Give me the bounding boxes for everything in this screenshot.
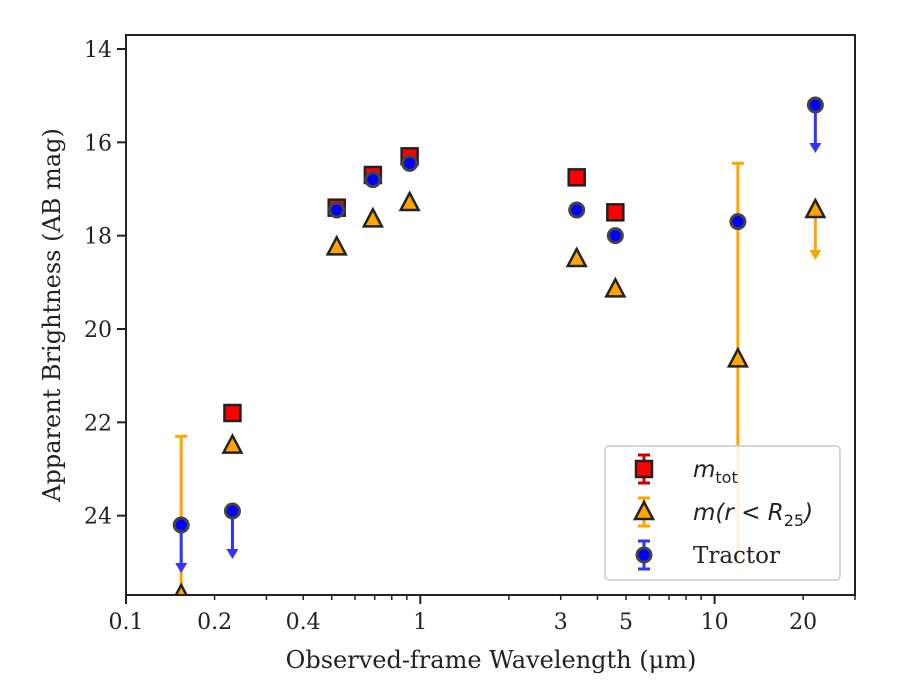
y-tick-label: 20: [84, 318, 112, 343]
legend-entry-triangle: m(r < R25): [632, 496, 813, 530]
legend-label-tail: ): [802, 500, 813, 526]
circle-point-5-marker: [568, 201, 586, 219]
legend-marker: [634, 459, 654, 479]
series-circle: [172, 96, 824, 573]
legend-box: [604, 445, 841, 581]
legend-marker: [635, 546, 653, 564]
legend-label-sub: tot: [715, 468, 737, 487]
circle-point-4-marker: [401, 154, 419, 172]
circle-point-7-marker: [729, 213, 747, 231]
triangle-point-3-marker: [361, 206, 384, 228]
legend-label-base: m: [693, 457, 715, 483]
circle-point-8-limit-arrow-head: [809, 143, 822, 153]
x-tick-label: 5: [619, 610, 633, 635]
legend-label-sub: 25: [784, 511, 804, 530]
plot-layer: [172, 96, 827, 595]
legend-entry-circle: Tractor: [635, 539, 780, 571]
legend-label: Tractor: [693, 543, 780, 569]
x-tick-label: 10: [701, 610, 729, 635]
triangle-point-1-marker: [221, 432, 244, 454]
y-axis-title: Apparent Brightness (AB mag): [38, 128, 66, 503]
axes-layer: 0.1 0.2 0.4 1 3 5 10 20 14 16 18 20 22 24: [84, 34, 856, 635]
square-point-4-marker: [567, 168, 586, 187]
circle-point-3-marker: [364, 171, 382, 189]
y-tick-label: 16: [84, 131, 112, 156]
circle-point-6-marker: [606, 227, 624, 245]
legend: mtot m(r < R25) Tractor: [604, 445, 841, 581]
x-tick-label: 1: [413, 610, 427, 635]
triangle-point-8-marker: [804, 197, 827, 219]
x-axis-title: Observed-frame Wavelength (μm): [286, 646, 697, 674]
plot-area: [172, 96, 827, 595]
square-point-5-marker: [606, 203, 625, 222]
triangle-point-7-marker: [726, 346, 749, 368]
plot-frame: [125, 34, 856, 596]
x-tick-label: 0.4: [286, 610, 321, 635]
circle-point-0-marker: [172, 516, 190, 534]
series-triangle: [174, 161, 827, 595]
y-tick-label: 18: [84, 225, 112, 250]
x-tick-label: 20: [789, 610, 817, 635]
x-tick-label: 0.2: [197, 610, 232, 635]
square-point-0-marker: [223, 403, 242, 423]
circle-point-8-marker: [806, 96, 824, 114]
x-tick-label: 0.1: [109, 610, 144, 635]
triangle-point-6-marker: [604, 276, 627, 298]
legend-label-base: m(r < R: [693, 500, 784, 526]
triangle-point-8-limit-arrow-head: [809, 250, 822, 260]
y-tick-label: 22: [84, 411, 112, 436]
circle-point-1-marker: [223, 502, 241, 520]
legend-marker: [632, 499, 656, 521]
circle-point-0-limit-arrow-head: [175, 563, 188, 573]
series-square: [223, 147, 625, 423]
y-tick-label: 14: [84, 38, 112, 63]
triangle-point-2-marker: [325, 234, 348, 256]
x-tick-label: 3: [554, 610, 568, 635]
legend-entry-square: mtot: [634, 453, 738, 487]
legend-label: m(r < R25): [693, 500, 813, 530]
triangle-point-4-marker: [398, 190, 421, 212]
circle-point-1-limit-arrow-head: [226, 549, 239, 559]
y-tick-label: 24: [84, 505, 112, 530]
triangle-point-5-marker: [565, 246, 588, 268]
circle-point-2-marker: [328, 201, 346, 219]
legend-label: mtot: [693, 457, 738, 487]
triangle-point-0-marker: [174, 582, 188, 595]
